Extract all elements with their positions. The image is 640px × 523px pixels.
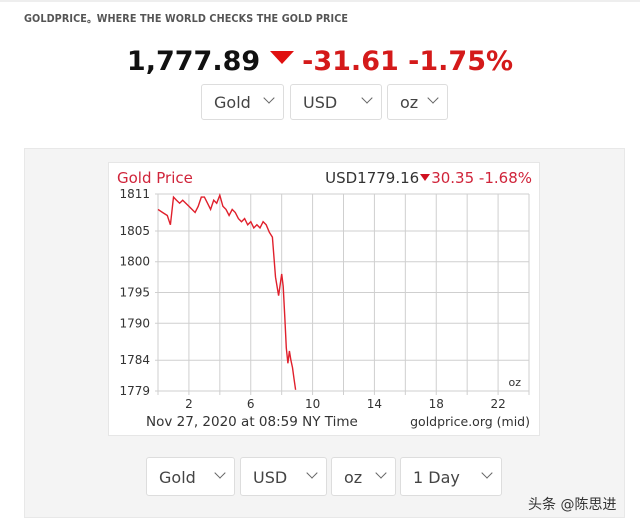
price-change: -31.61 — [302, 46, 399, 77]
watermark: 头条 @陈思进 — [528, 497, 617, 513]
price-summary: 1,777.89 -31.61 -1.75% — [0, 46, 640, 77]
chevron-down-icon — [214, 467, 226, 479]
range-select-value: 1 Day — [413, 468, 460, 487]
unit-select-bottom[interactable]: oz — [331, 457, 396, 496]
chart-timestamp: Nov 27, 2020 at 08:59 NY Time — [146, 414, 358, 430]
svg-text:6: 6 — [247, 397, 255, 411]
currency-select-value: USD — [253, 468, 288, 487]
svg-text:1779: 1779 — [119, 384, 150, 398]
svg-text:1811: 1811 — [119, 187, 150, 201]
y-axis-ticks: 1779 1784 1790 1795 1800 1805 1811 — [119, 187, 150, 398]
top-border — [0, 0, 640, 2]
metal-select-bottom[interactable]: Gold — [146, 457, 235, 496]
svg-text:1805: 1805 — [119, 224, 150, 238]
price-line — [157, 192, 297, 390]
unit-select-top[interactable]: oz — [387, 84, 448, 120]
svg-text:14: 14 — [367, 397, 382, 411]
svg-text:1790: 1790 — [119, 316, 150, 330]
chart-quote-change-percent: -1.68% — [478, 169, 532, 187]
chart-quote-change: 30.35 — [431, 169, 475, 187]
svg-text:22: 22 — [490, 397, 505, 411]
x-axis-ticks: 2 6 10 14 18 22 — [185, 397, 506, 411]
chevron-down-icon — [481, 467, 493, 479]
down-triangle-icon — [270, 51, 295, 64]
metal-select-value: Gold — [159, 468, 196, 487]
svg-text:2: 2 — [185, 397, 193, 411]
site-title: GOLDPRICE。WHERE THE WORLD CHECKS THE GOL… — [24, 13, 349, 25]
chevron-down-icon — [263, 92, 275, 104]
chart-grid — [155, 193, 530, 395]
range-select-bottom[interactable]: 1 Day — [400, 457, 502, 496]
metal-select-top[interactable]: Gold — [201, 84, 284, 120]
currency-select-bottom[interactable]: USD — [240, 457, 327, 496]
current-price: 1,777.89 — [126, 46, 261, 77]
metal-select-value: Gold — [214, 93, 251, 112]
chart-quote: USD1779.16 30.35 -1.68% — [325, 169, 532, 187]
currency-select-value: USD — [303, 93, 338, 112]
chevron-down-icon — [306, 467, 318, 479]
svg-text:1784: 1784 — [119, 353, 150, 367]
svg-text:10: 10 — [305, 397, 320, 411]
currency-select-top[interactable]: USD — [290, 84, 382, 120]
chevron-down-icon — [361, 92, 373, 104]
chevron-down-icon — [427, 92, 439, 104]
chevron-down-icon — [375, 467, 387, 479]
svg-text:1800: 1800 — [119, 255, 150, 269]
chart-box — [108, 162, 540, 436]
svg-text:18: 18 — [429, 397, 444, 411]
svg-text:1795: 1795 — [119, 286, 150, 300]
down-triangle-icon — [420, 174, 431, 181]
unit-label: oz — [508, 376, 521, 389]
unit-select-value: oz — [344, 468, 363, 487]
chart-source: goldprice.org (mid) — [410, 414, 530, 429]
price-change-percent: -1.75% — [408, 46, 514, 77]
chart-quote-price: USD1779.16 — [325, 169, 420, 187]
unit-select-value: oz — [400, 93, 419, 112]
chart-title: Gold Price — [117, 169, 193, 187]
